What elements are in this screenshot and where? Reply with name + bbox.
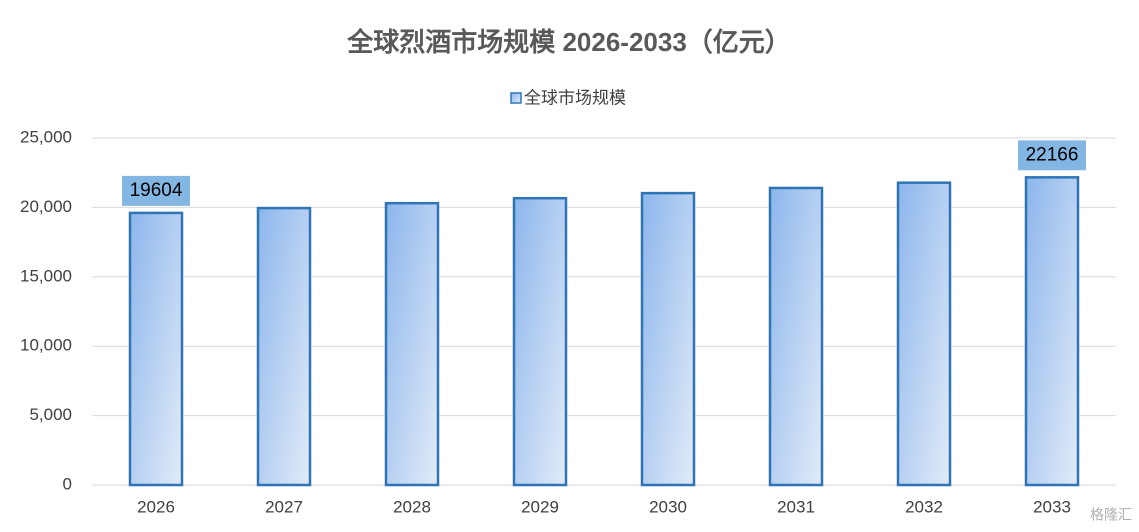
data-label: 19604 [130, 180, 183, 201]
bar [256, 206, 312, 487]
bar [768, 186, 824, 487]
chart-title: 全球烈酒市场规模 2026-2033（亿元） [346, 27, 791, 57]
bar [384, 201, 440, 487]
x-tick-label: 2026 [137, 497, 175, 516]
x-tick-label: 2032 [905, 497, 943, 516]
x-tick-label: 2027 [265, 497, 303, 516]
x-tick-label: 2028 [393, 497, 431, 516]
bar [128, 211, 184, 487]
y-tick-label: 20,000 [20, 197, 72, 216]
data-label-box [1018, 140, 1086, 171]
bar [512, 196, 568, 487]
legend-label: 全球市场规模 [524, 88, 626, 107]
x-tick-label: 2033 [1033, 497, 1071, 516]
data-label: 22166 [1026, 144, 1079, 165]
y-tick-label: 5,000 [29, 405, 72, 424]
legend-swatch [510, 92, 522, 104]
y-tick-label: 10,000 [20, 336, 72, 355]
y-tick-label: 0 [63, 474, 72, 493]
x-tick-label: 2029 [521, 497, 559, 516]
x-tick-label: 2030 [649, 497, 687, 516]
bar [640, 191, 696, 487]
y-tick-label: 25,000 [20, 127, 72, 146]
watermark: 格隆汇 [1090, 507, 1132, 523]
y-tick-label: 15,000 [20, 266, 72, 285]
bar [1024, 176, 1080, 487]
bar [896, 181, 952, 487]
x-tick-label: 2031 [777, 497, 815, 516]
data-label-box [122, 175, 190, 206]
